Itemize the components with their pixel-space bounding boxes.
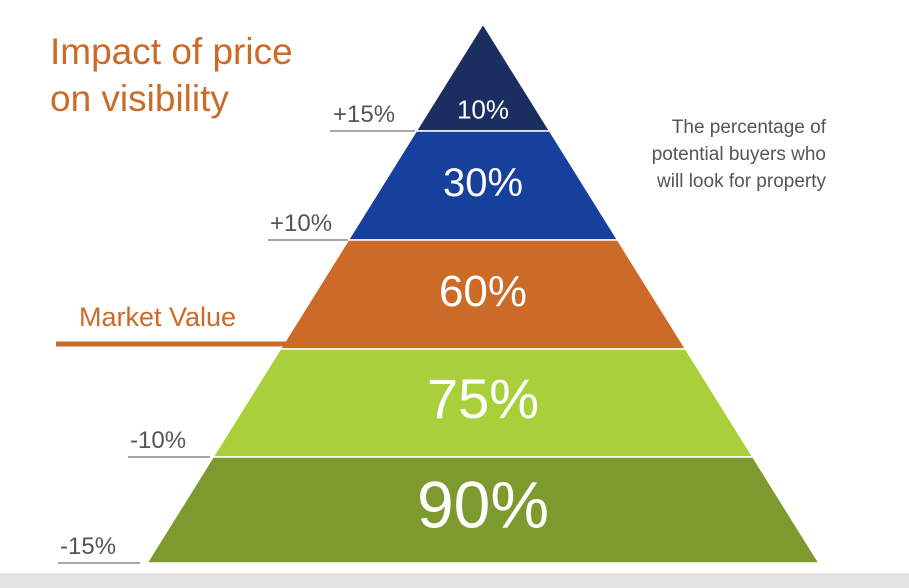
price-minus-15-label: -15%	[60, 533, 116, 560]
price-minus-10-label: -10%	[130, 427, 186, 454]
market-value-label: Market Value	[79, 302, 236, 332]
tier-90-label: 90%	[417, 467, 549, 541]
bottom-bar	[0, 573, 909, 588]
price-plus-15-label: +15%	[333, 101, 395, 128]
title-line-1: Impact of price	[50, 31, 293, 72]
tier-10-label: 10%	[457, 94, 509, 124]
pyramid-caption: The percentage of potential buyers who w…	[556, 114, 826, 195]
tier-30-label: 30%	[443, 161, 523, 205]
chart-title: Impact of price on visibility	[50, 28, 293, 122]
tier-90-band	[145, 456, 821, 564]
tier-75-label: 75%	[427, 367, 539, 430]
caption-line-3: will look for property	[657, 171, 826, 192]
price-plus-10-label: +10%	[270, 210, 332, 237]
caption-line-2: potential buyers who	[651, 144, 826, 165]
title-line-2: on visibility	[50, 78, 229, 119]
tier-60-label: 60%	[439, 267, 527, 316]
caption-line-1: The percentage of	[671, 117, 826, 138]
